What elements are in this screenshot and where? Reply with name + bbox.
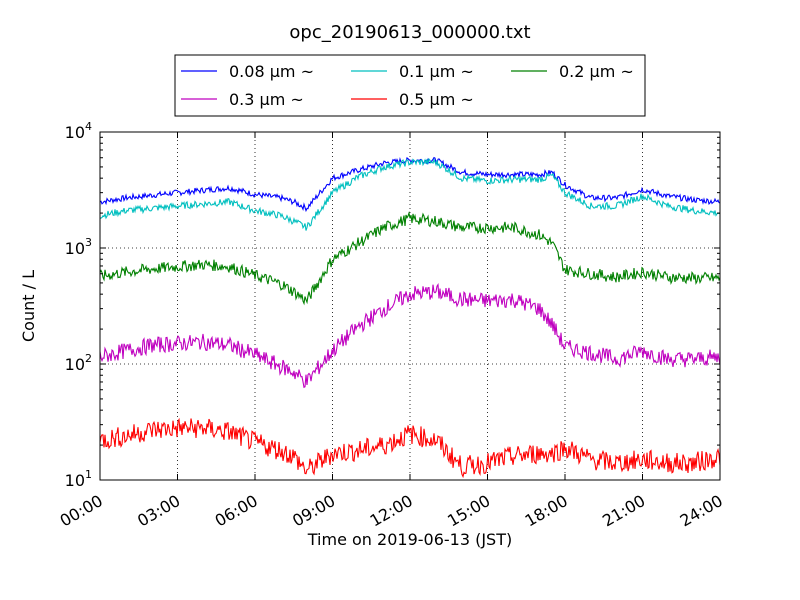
x-tick-label: 24:00	[677, 491, 726, 531]
x-tick-label: 18:00	[522, 491, 571, 531]
legend-label: 0.08 µm ~	[229, 62, 314, 81]
chart-title: opc_20190613_000000.txt	[289, 22, 530, 43]
y-tick-labels: 101 102 103 104	[65, 120, 92, 490]
x-axis-label: Time on 2019-06-13 (JST)	[307, 530, 512, 549]
x-tick-label: 06:00	[212, 491, 261, 531]
y-tick-label: 102	[65, 352, 92, 374]
series-line-5	[99, 417, 721, 479]
series-line-3	[99, 210, 721, 306]
y-tick-label: 101	[65, 468, 92, 490]
series-line-4	[99, 283, 721, 389]
legend-label: 0.1 µm ~	[399, 62, 474, 81]
x-tick-label: 09:00	[289, 491, 338, 531]
legend-label: 0.2 µm ~	[559, 62, 634, 81]
y-tick-label: 104	[65, 120, 92, 142]
legend-label: 0.5 µm ~	[399, 90, 474, 109]
y-axis-label: Count / L	[19, 270, 38, 342]
x-tick-label: 12:00	[367, 491, 416, 531]
x-tick-labels: 00:00 03:00 06:00 09:00 12:00 15:00 18:00 21:00…	[57, 491, 726, 531]
series-line-2	[99, 157, 721, 231]
legend: 0.08 µm ~ 0.1 µm ~ 0.2 µm ~ 0.3 µm ~ 0.5 µm …	[174, 54, 646, 117]
y-tick-label: 103	[65, 236, 92, 258]
tick-marks	[99, 131, 721, 481]
x-tick-label: 21:00	[599, 491, 648, 531]
legend-box	[174, 54, 646, 117]
x-tick-label: 15:00	[444, 491, 493, 531]
series-layer	[99, 156, 721, 479]
x-tick-label: 03:00	[134, 491, 183, 531]
x-tick-label: 00:00	[57, 491, 106, 531]
legend-label: 0.3 µm ~	[229, 90, 304, 109]
series-line-1	[99, 156, 721, 213]
